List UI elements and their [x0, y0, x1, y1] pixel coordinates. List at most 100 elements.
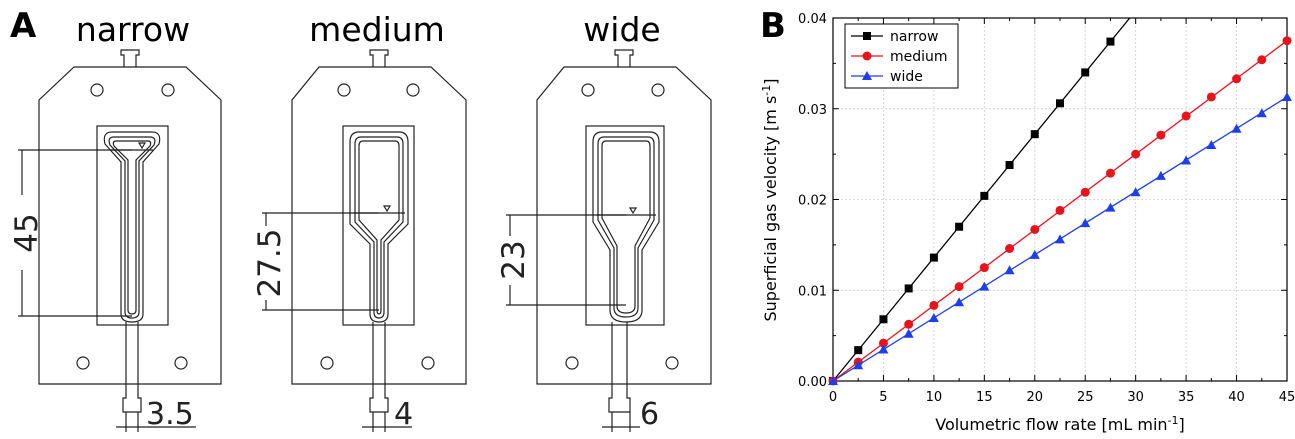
data-point [903, 328, 914, 338]
data-point [1256, 108, 1267, 118]
data-point [1155, 170, 1166, 180]
mounting-hole [337, 83, 351, 97]
mounting-hole [581, 83, 595, 97]
legend-label: medium [890, 49, 948, 65]
x-tick-label: 15 [976, 390, 993, 405]
data-point [1005, 161, 1014, 170]
gas-inlet-top [369, 49, 389, 67]
y-tick-label: 0.02 [798, 194, 827, 209]
reactor-plate [38, 66, 222, 385]
height-dimension-label: 23 [496, 240, 532, 279]
reactor-plate [536, 66, 712, 385]
reactor-channel-inner [358, 140, 400, 315]
width-dimension [602, 412, 640, 432]
window-frame [585, 125, 665, 326]
mounting-hole [174, 356, 188, 370]
y-axis-label: Superficial gas velocity [m s-1] [760, 79, 780, 322]
reactor-drawings: 45 3.5 [9, 49, 712, 432]
x-axis-label: Volumetric flow rate [mL min-1] [935, 414, 1185, 434]
reactor-narrow: 45 3.5 [9, 49, 222, 432]
x-tick-label: 40 [1228, 390, 1245, 405]
data-point [1081, 68, 1090, 77]
reactor-title-narrow: narrow [75, 10, 191, 49]
data-point [1257, 55, 1267, 65]
data-point [1156, 130, 1166, 140]
width-dimension [116, 412, 196, 432]
window-frame [96, 125, 169, 326]
data-point [1055, 205, 1065, 215]
data-point [878, 344, 889, 354]
gas-inlet-bottom [369, 322, 389, 413]
window-frame [342, 125, 415, 326]
liquid-level-marker [382, 205, 392, 213]
y-tick-label: 0.01 [798, 284, 827, 299]
legend-marker-square [863, 32, 871, 40]
height-dimension-label: 27.5 [252, 228, 288, 297]
reactor-channel-inner [601, 140, 651, 314]
data-point [1131, 149, 1141, 159]
data-point [980, 191, 989, 200]
reactor-title-medium: medium [309, 10, 445, 49]
mounting-hole [406, 83, 420, 97]
data-point [928, 313, 939, 323]
width-dimension-label: 6 [640, 397, 659, 432]
gas-inlet-bottom [608, 322, 631, 413]
data-point [1105, 168, 1115, 178]
reactor-channel-outer [592, 131, 660, 323]
chart-legend: narrow medium wide [844, 23, 959, 89]
x-tick-label: 10 [926, 390, 943, 405]
chart-ticks: 0 5 10 15 20 25 30 35 40 45 0.00 0.01 0.02 0.03 0.04 [798, 12, 1295, 405]
x-tick-label: 25 [1077, 390, 1094, 405]
data-point [929, 300, 939, 310]
gas-inlet-top [120, 49, 140, 67]
reactor-channel-outer [103, 131, 161, 323]
width-dimension-label: 4 [394, 397, 413, 432]
data-point [878, 338, 888, 348]
reactor-medium: 27.5 4 [252, 49, 467, 432]
reactor-channel-inner [354, 136, 404, 319]
data-point [1080, 187, 1090, 197]
width-dimension [362, 412, 412, 432]
legend-marker-triangle [862, 71, 872, 80]
data-point [853, 360, 864, 370]
legend-label: wide [890, 69, 923, 85]
mounting-hole [320, 356, 334, 370]
reactor-channel-inner [597, 136, 655, 318]
x-tick-label: 35 [1178, 390, 1195, 405]
data-point [1206, 140, 1217, 150]
data-point [904, 319, 914, 329]
data-point [1181, 111, 1191, 121]
data-point [854, 346, 863, 355]
legend-entry-wide: wide [851, 69, 923, 85]
mounting-hole [565, 356, 579, 370]
height-dimension [262, 212, 379, 311]
panel-b-label: B [760, 6, 786, 46]
reactor-channel-inner [112, 140, 152, 315]
chart-series [828, 17, 1292, 386]
y-tick-label: 0.04 [798, 12, 827, 27]
legend-entry-medium: medium [851, 49, 948, 65]
reactor-plate [291, 66, 467, 385]
data-point [1231, 123, 1242, 133]
data-point [1206, 92, 1216, 102]
y-tick-label: 0.00 [798, 375, 827, 390]
height-dimension [18, 149, 132, 317]
x-tick-label: 45 [1279, 390, 1295, 405]
series-medium [828, 36, 1292, 386]
x-tick-label: 20 [1027, 390, 1044, 405]
data-point [1056, 99, 1064, 108]
mounting-hole [421, 356, 435, 370]
width-dimension-label: 3.5 [146, 397, 194, 432]
data-point [1130, 187, 1141, 197]
data-point [955, 222, 964, 231]
data-point [1030, 130, 1039, 139]
gas-inlet-bottom [122, 322, 142, 413]
height-dimension [506, 214, 626, 306]
data-point [1106, 37, 1115, 46]
mounting-hole [90, 83, 104, 97]
legend-label: narrow [890, 29, 938, 45]
panel-a-label: A [10, 6, 37, 46]
data-point [1282, 91, 1292, 101]
reactor-wide: 23 6 [496, 49, 712, 432]
